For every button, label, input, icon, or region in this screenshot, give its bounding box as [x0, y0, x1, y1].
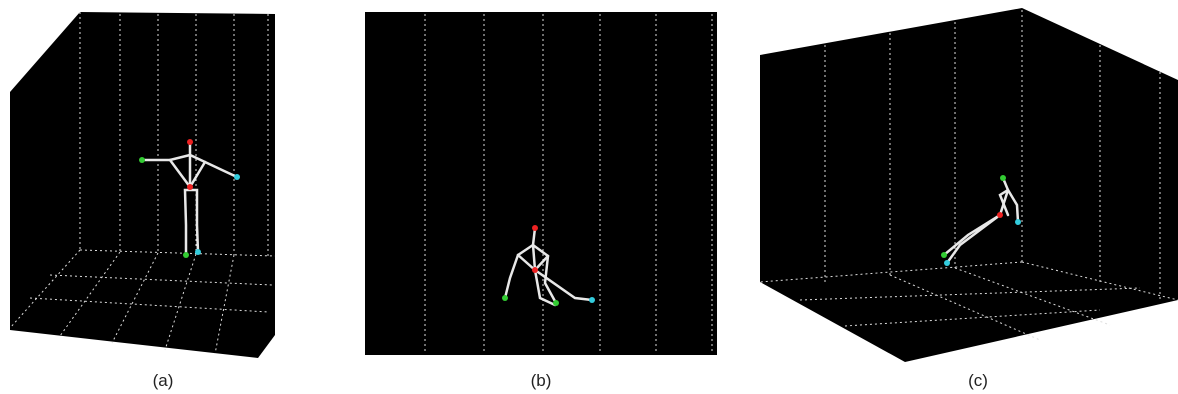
joint [502, 295, 508, 301]
joint [234, 174, 240, 180]
caption: (c) [968, 371, 988, 390]
scene-box [10, 12, 275, 358]
caption: (a) [153, 371, 174, 390]
bone [503, 243, 558, 305]
bone [183, 188, 200, 257]
joint [944, 260, 950, 266]
group [424, 14, 713, 353]
joint [187, 184, 193, 190]
grid-line [214, 254, 235, 355]
grid-line [759, 261, 1023, 283]
joint [997, 212, 1003, 218]
bone [140, 153, 239, 179]
group [759, 10, 1178, 341]
panel-a: (a) [9, 12, 276, 390]
joint [1015, 219, 1021, 225]
grid-line [1021, 261, 1178, 301]
joint [941, 252, 947, 258]
grid-line [49, 274, 273, 286]
grid-line [164, 253, 197, 351]
grid-line [59, 251, 121, 337]
panel-c: (c) [759, 8, 1178, 390]
grid-line [111, 252, 159, 344]
joint [589, 297, 595, 303]
bone [998, 188, 1020, 224]
caption: (b) [531, 371, 552, 390]
group [9, 12, 276, 355]
joint [553, 300, 559, 306]
scene-box [760, 8, 1178, 362]
joint [195, 249, 201, 255]
joint [139, 157, 145, 163]
joint [183, 252, 189, 258]
joint [532, 267, 538, 273]
grid-line [889, 274, 1041, 341]
grid-line [799, 287, 1141, 301]
scene-box [365, 12, 717, 355]
panel-b: (b) [365, 12, 717, 390]
joint [187, 139, 193, 145]
joint [532, 225, 538, 231]
joint [1000, 175, 1006, 181]
